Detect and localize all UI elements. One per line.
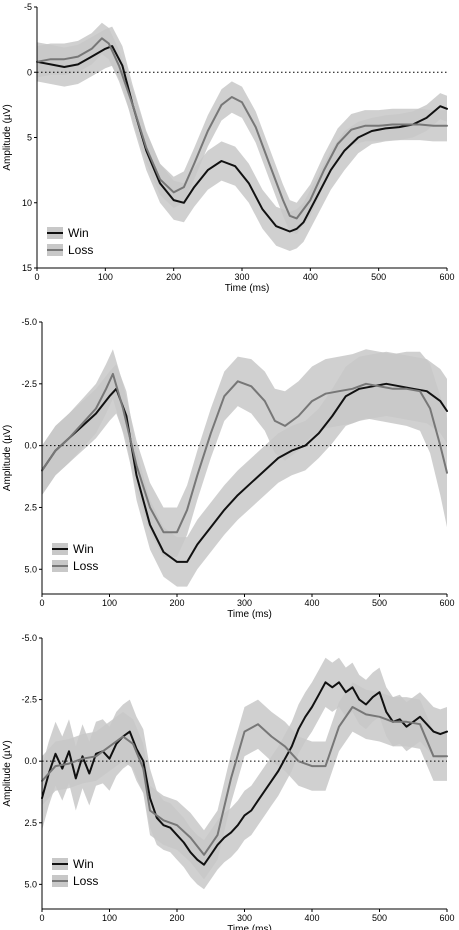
y-axis-title: Amplitude (µV) — [2, 740, 13, 806]
x-tick-label: 500 — [371, 272, 386, 282]
x-tick-label: 600 — [439, 598, 454, 608]
legend: Win Loss — [52, 542, 98, 573]
x-tick-label: 500 — [372, 598, 387, 608]
x-tick-label: 300 — [234, 272, 249, 282]
series-line-win — [41, 681, 448, 866]
x-tick-label: 0 — [34, 272, 39, 282]
y-tick-label: -5.0 — [21, 633, 37, 643]
legend: Win Loss — [52, 857, 98, 888]
series-line-loss — [41, 706, 448, 856]
legend-label-win: Win — [73, 542, 94, 556]
x-tick-label: 400 — [303, 272, 318, 282]
y-tick-label: -2.5 — [21, 695, 37, 705]
error-band-loss — [42, 682, 447, 880]
series-line-win — [41, 382, 448, 563]
x-tick-label: 300 — [237, 598, 252, 608]
legend: Win Loss — [47, 226, 93, 257]
x-tick-label: 400 — [304, 913, 319, 923]
legend-label-loss: Loss — [68, 243, 93, 257]
x-tick-label: 200 — [166, 272, 181, 282]
y-tick-label: 2.5 — [24, 502, 37, 512]
y-tick-label: 15 — [22, 263, 32, 273]
x-tick-label: 200 — [169, 598, 184, 608]
x-axis-title: Time (ms) — [227, 609, 272, 620]
error-band-loss — [37, 22, 447, 235]
series-line-win — [36, 45, 448, 233]
y-tick-label: 0.0 — [24, 756, 37, 766]
y-tick-label: 10 — [22, 198, 32, 208]
y-tick-label: -5.0 — [21, 317, 37, 327]
y-tick-label: 2.5 — [24, 818, 37, 828]
x-tick-label: 600 — [439, 272, 454, 282]
legend-label-loss: Loss — [73, 874, 98, 888]
x-axis-title: Time (ms) — [225, 283, 270, 294]
y-tick-label: 5.0 — [24, 564, 37, 574]
y-tick-label: -2.5 — [21, 379, 37, 389]
y-tick-label: 0.0 — [24, 441, 37, 451]
y-axis-title: Amplitude (µV) — [2, 425, 13, 491]
y-tick-label: -5 — [24, 2, 32, 12]
legend-label-win: Win — [68, 226, 89, 240]
x-tick-label: 300 — [237, 913, 252, 923]
x-tick-label: 100 — [102, 598, 117, 608]
legend-label-win: Win — [73, 857, 94, 871]
x-tick-label: 0 — [39, 598, 44, 608]
x-tick-label: 200 — [169, 913, 184, 923]
x-tick-label: 100 — [98, 272, 113, 282]
y-axis-title: Amplitude (µV) — [2, 104, 13, 170]
legend-label-loss: Loss — [73, 559, 98, 573]
x-axis-title: Time (ms) — [227, 924, 272, 930]
series-line-loss — [36, 37, 448, 220]
x-tick-label: 400 — [304, 598, 319, 608]
chart-panel-2: -5.0 -2.5 0.0 2.5 5.0 0 100 200 300 400 500 600 Time… — [2, 317, 455, 620]
x-tick-label: 500 — [372, 913, 387, 923]
series-line-loss — [41, 372, 448, 534]
error-band-loss — [42, 349, 447, 557]
x-tick-label: 0 — [39, 913, 44, 923]
y-tick-label: 0 — [27, 67, 32, 77]
y-tick-label: 5.0 — [24, 879, 37, 889]
y-tick-label: 5 — [27, 133, 32, 143]
chart-panel-3: -5.0 -2.5 0.0 2.5 5.0 0 100 200 300 400 500 600 Time… — [2, 633, 455, 930]
x-tick-label: 100 — [102, 913, 117, 923]
x-tick-label: 600 — [439, 913, 454, 923]
